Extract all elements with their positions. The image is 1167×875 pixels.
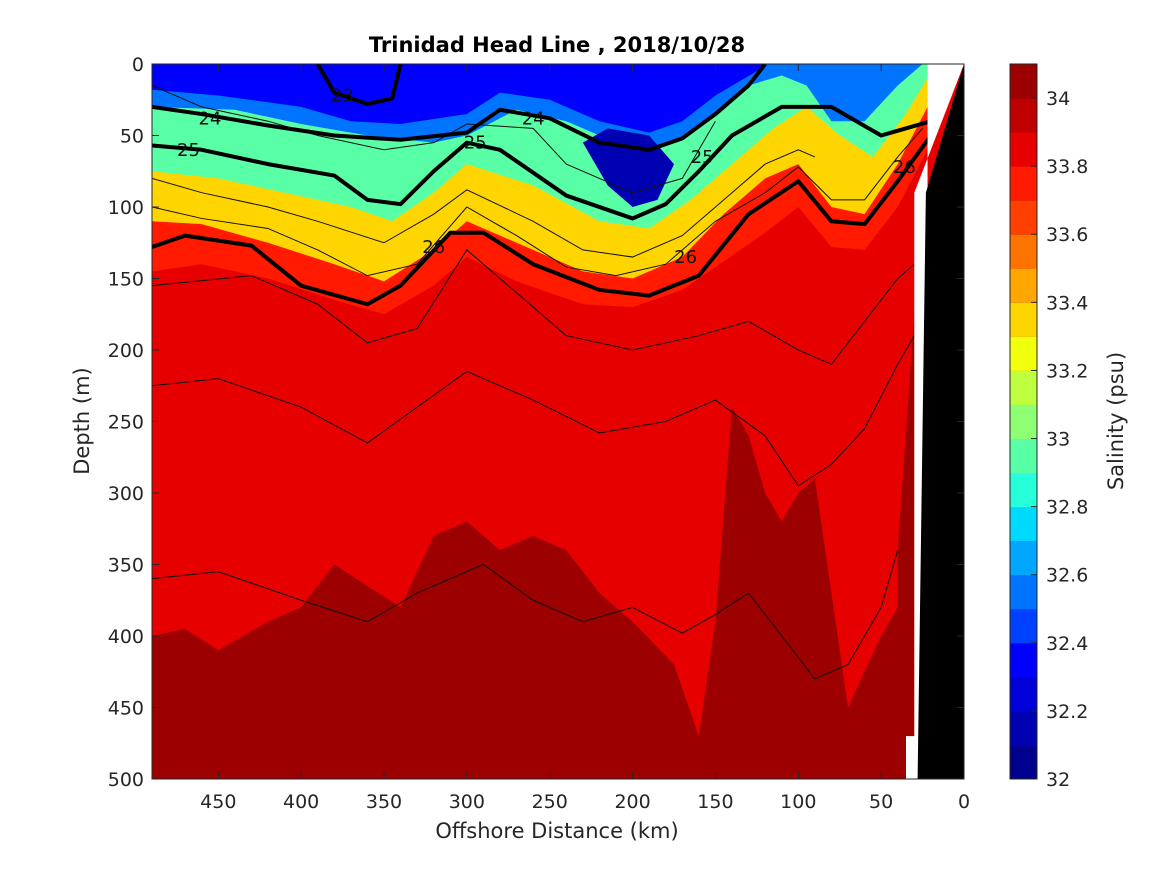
isopycnal-label-8: 26 — [893, 157, 916, 178]
colorbar-swatch — [1010, 540, 1037, 576]
x-tick-label: 300 — [449, 791, 485, 813]
colorbar-tick-label: 33.2 — [1046, 360, 1088, 382]
isopycnal-25 — [152, 104, 932, 221]
colorbar-swatch — [1010, 608, 1037, 644]
deep-salty-patch-1 — [450, 714, 484, 779]
isopycnal-label-7: 26 — [674, 247, 697, 268]
colorbar-label: Salinity (psu) — [1104, 352, 1128, 490]
x-tick-label: 200 — [614, 791, 650, 813]
chart-title: Trinidad Head Line , 2018/10/28 — [369, 33, 745, 57]
x-tick-label: 150 — [697, 791, 733, 813]
isopycnal-24 — [152, 64, 767, 152]
y-tick-label: 150 — [108, 269, 144, 291]
y-axis: 0 50 100 150 200 250 300 350 400 450 500 — [108, 54, 964, 791]
y-tick-label: 200 — [108, 340, 144, 362]
colorbar-swatch — [1010, 438, 1037, 474]
isopycnal-label-1: 24 — [199, 108, 222, 129]
colorbar-tick-label: 33 — [1046, 429, 1070, 451]
fresh-core — [152, 64, 766, 133]
y-tick-label: 500 — [108, 769, 144, 791]
colorbar-swatch — [1010, 710, 1037, 746]
y-axis-label: Depth (m) — [70, 367, 94, 474]
colorbar-swatch — [1010, 268, 1037, 303]
isopycnal-label-3: 25 — [177, 140, 200, 161]
colorbar-swatch — [1010, 336, 1037, 371]
isopycnal-label-0: 23 — [331, 85, 354, 106]
colorbar-swatch — [1010, 98, 1037, 133]
colorbar-tick-label: 32.8 — [1046, 497, 1088, 519]
colorbar-frame — [1009, 63, 1038, 780]
isopycnal-23 — [315, 64, 403, 107]
isopycnal-contours — [152, 64, 933, 307]
y-tick-label: 450 — [108, 698, 144, 720]
x-tick-label: 400 — [283, 791, 319, 813]
isopycnal-label-2: 24 — [522, 108, 545, 129]
colorbar-tick-label: 34 — [1046, 88, 1070, 110]
colorbar-swatch — [1010, 370, 1037, 405]
colorbar-swatch — [1010, 166, 1037, 201]
colorbar-swatch — [1010, 64, 1037, 99]
isohaline-5 — [152, 128, 923, 277]
colorbar-swatch — [1010, 302, 1037, 337]
colorbar-tick-label: 33.4 — [1046, 292, 1088, 314]
colorbar-swatch — [1010, 642, 1037, 678]
y-tick-label: 250 — [108, 412, 144, 434]
colorbar-tick-label: 32.4 — [1046, 633, 1088, 655]
x-tick-label: 100 — [780, 791, 816, 813]
y-tick-label: 350 — [108, 555, 144, 577]
x-tick-label: 450 — [200, 791, 236, 813]
colorbar-swatch — [1010, 574, 1037, 610]
colorbar-tick-label: 32 — [1046, 769, 1070, 791]
y-tick-label: 300 — [108, 483, 144, 505]
plot-area: 23 24 24 25 25 25 26 26 26 — [152, 64, 964, 779]
colorbar-tick-label: 32.6 — [1046, 565, 1088, 587]
deep-salty-patch-0 — [152, 314, 915, 779]
y-tick-label: 400 — [108, 626, 144, 648]
x-tick-label: 0 — [958, 791, 970, 813]
colorbar-swatch — [1010, 132, 1037, 167]
x-tick-label: 250 — [532, 791, 568, 813]
colorbar-tick-label: 33.6 — [1046, 224, 1088, 246]
isopycnal-label-5: 25 — [691, 147, 714, 168]
isopycnal-labels: 23 24 24 25 25 25 26 26 26 — [177, 85, 916, 268]
deep-salty-patch-3 — [897, 314, 918, 779]
y-tick-label: 0 — [132, 54, 144, 76]
isopycnal-26 — [152, 134, 933, 307]
bottom-topography — [906, 64, 964, 779]
isohaline-2 — [152, 550, 899, 680]
colorbar-swatch — [1010, 200, 1037, 235]
colorbar-swatch — [1010, 234, 1037, 269]
x-tick-label: 350 — [366, 791, 402, 813]
x-tick-label: 50 — [869, 791, 893, 813]
isohaline-0 — [152, 249, 915, 365]
isohaline-1 — [152, 335, 915, 487]
colorbar: 34 33.8 33.6 33.4 33.2 33 32.8 32.6 32.4 32.2 32 — [1009, 63, 1088, 791]
colorbar-tick-label: 32.2 — [1046, 701, 1088, 723]
colorbar-swatch — [1010, 506, 1037, 542]
seafloor — [917, 64, 964, 779]
colorbar-swatch — [1010, 472, 1037, 508]
deep-salty-patch-2 — [723, 714, 757, 779]
y-tick-label: 100 — [108, 197, 144, 219]
colorbar-swatch — [1010, 404, 1037, 440]
isohaline-4 — [152, 149, 816, 258]
y-tick-label: 50 — [120, 126, 144, 148]
x-axis: 450 400 350 300 250 200 150 100 50 0 — [200, 64, 970, 813]
x-axis-label: Offshore Distance (km) — [435, 819, 678, 843]
isopycnal-label-6: 26 — [422, 237, 445, 258]
colorbar-swatch — [1010, 676, 1037, 712]
isopycnal-label-4: 25 — [464, 133, 487, 154]
colorbar-tick-label: 33.8 — [1046, 156, 1088, 178]
colorbar-swatch — [1010, 744, 1037, 780]
